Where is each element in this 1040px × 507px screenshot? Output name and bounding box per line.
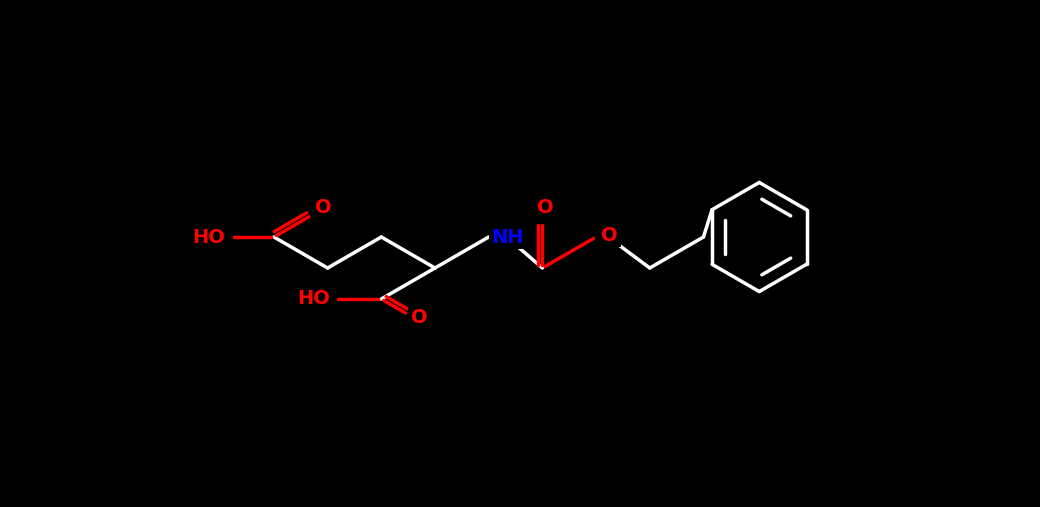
Text: O: O [601,226,618,244]
Text: HO: HO [192,228,226,246]
Text: HO: HO [297,289,330,308]
Text: O: O [314,198,331,217]
Text: NH: NH [492,228,524,246]
Text: O: O [411,308,427,327]
Text: O: O [537,198,553,216]
